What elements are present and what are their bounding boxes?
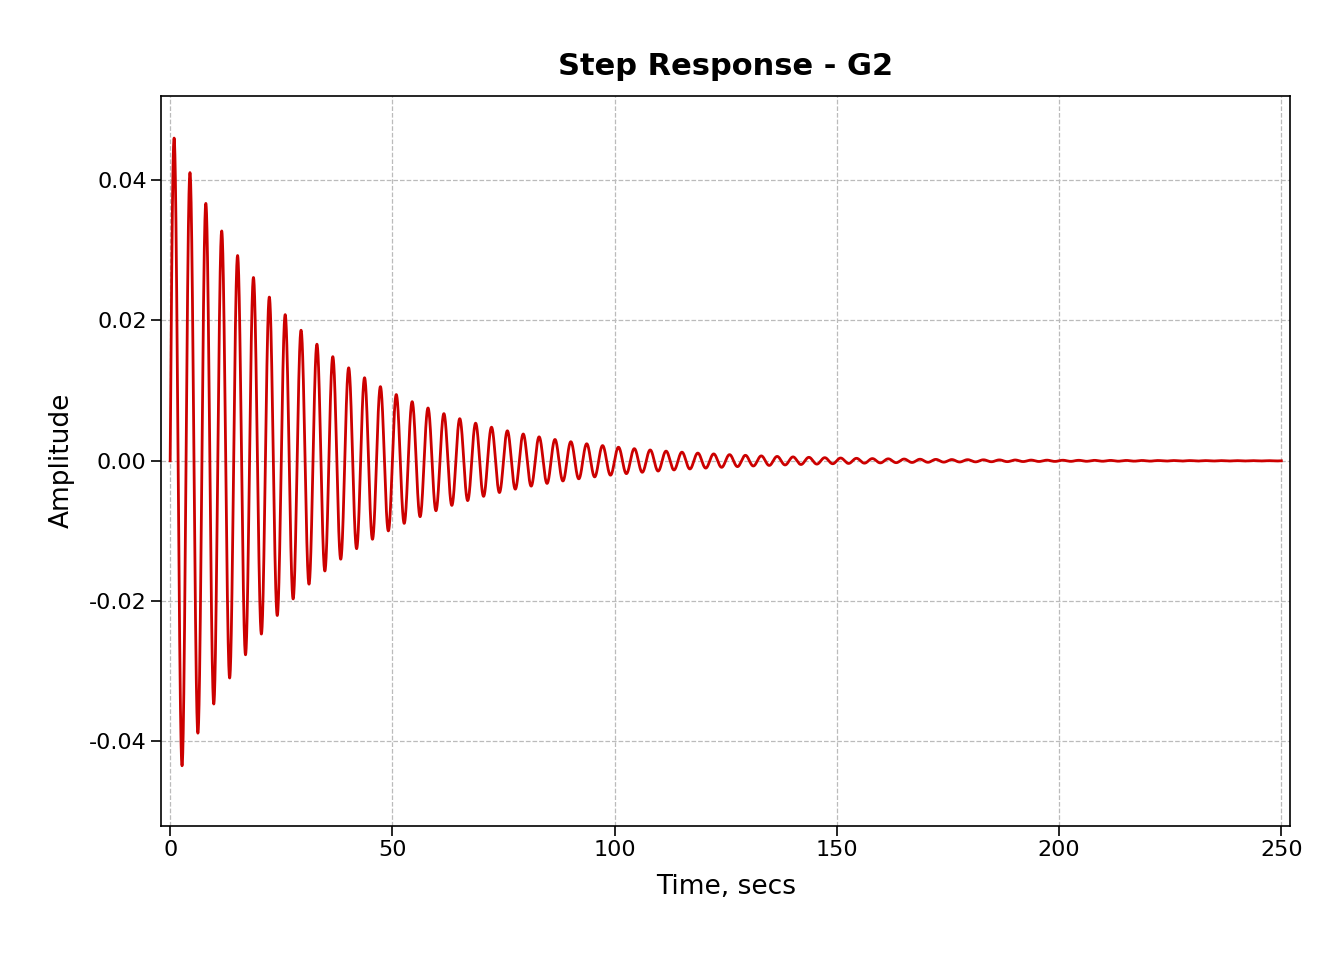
Y-axis label: Amplitude: Amplitude xyxy=(50,393,75,529)
Title: Step Response - G2: Step Response - G2 xyxy=(558,52,894,82)
X-axis label: Time, secs: Time, secs xyxy=(656,874,796,900)
